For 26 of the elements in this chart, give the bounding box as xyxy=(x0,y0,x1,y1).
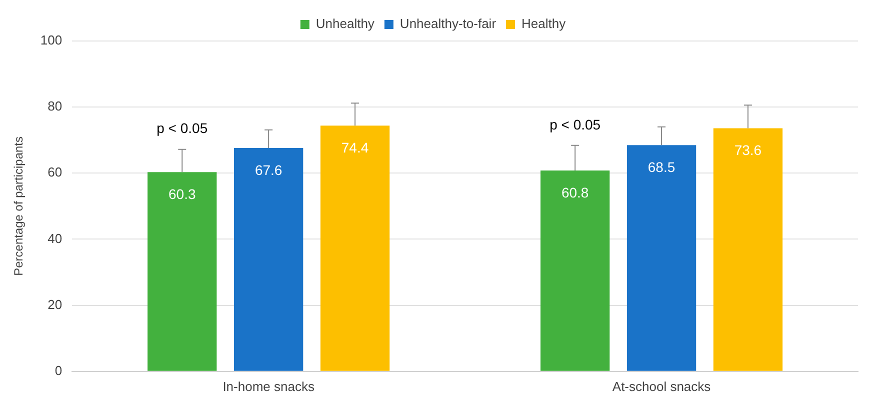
data-label: 73.6 xyxy=(734,142,762,158)
legend-label: Unhealthy-to-fair xyxy=(400,16,497,32)
bar xyxy=(234,148,304,371)
data-label: 68.5 xyxy=(648,158,676,175)
bar xyxy=(148,172,217,371)
x-tick-label: In-home snacks xyxy=(222,378,315,394)
bar xyxy=(626,145,696,371)
data-label: 60.3 xyxy=(168,186,196,202)
y-tick-label: 40 xyxy=(48,230,62,246)
annotation: p < 0.05 xyxy=(156,120,208,136)
data-label: 67.6 xyxy=(254,162,282,178)
legend-label: Unhealthy xyxy=(316,16,375,32)
data-label: 74.4 xyxy=(341,139,369,156)
bar xyxy=(713,128,783,371)
annotation: p < 0.05 xyxy=(550,116,601,132)
x-tick-label: At-school snacks xyxy=(612,378,712,394)
y-tick-label: 0 xyxy=(54,362,62,378)
legend-label: Healthy xyxy=(522,16,566,32)
y-tick-label: 80 xyxy=(48,98,62,114)
y-axis-title: Percentage of participants xyxy=(12,136,26,276)
bar xyxy=(320,126,390,371)
y-tick-label: 100 xyxy=(40,32,62,48)
y-tick-label: 60 xyxy=(48,164,62,180)
bar xyxy=(540,170,610,371)
y-tick-label: 20 xyxy=(48,296,62,312)
data-label: 60.8 xyxy=(561,184,589,200)
